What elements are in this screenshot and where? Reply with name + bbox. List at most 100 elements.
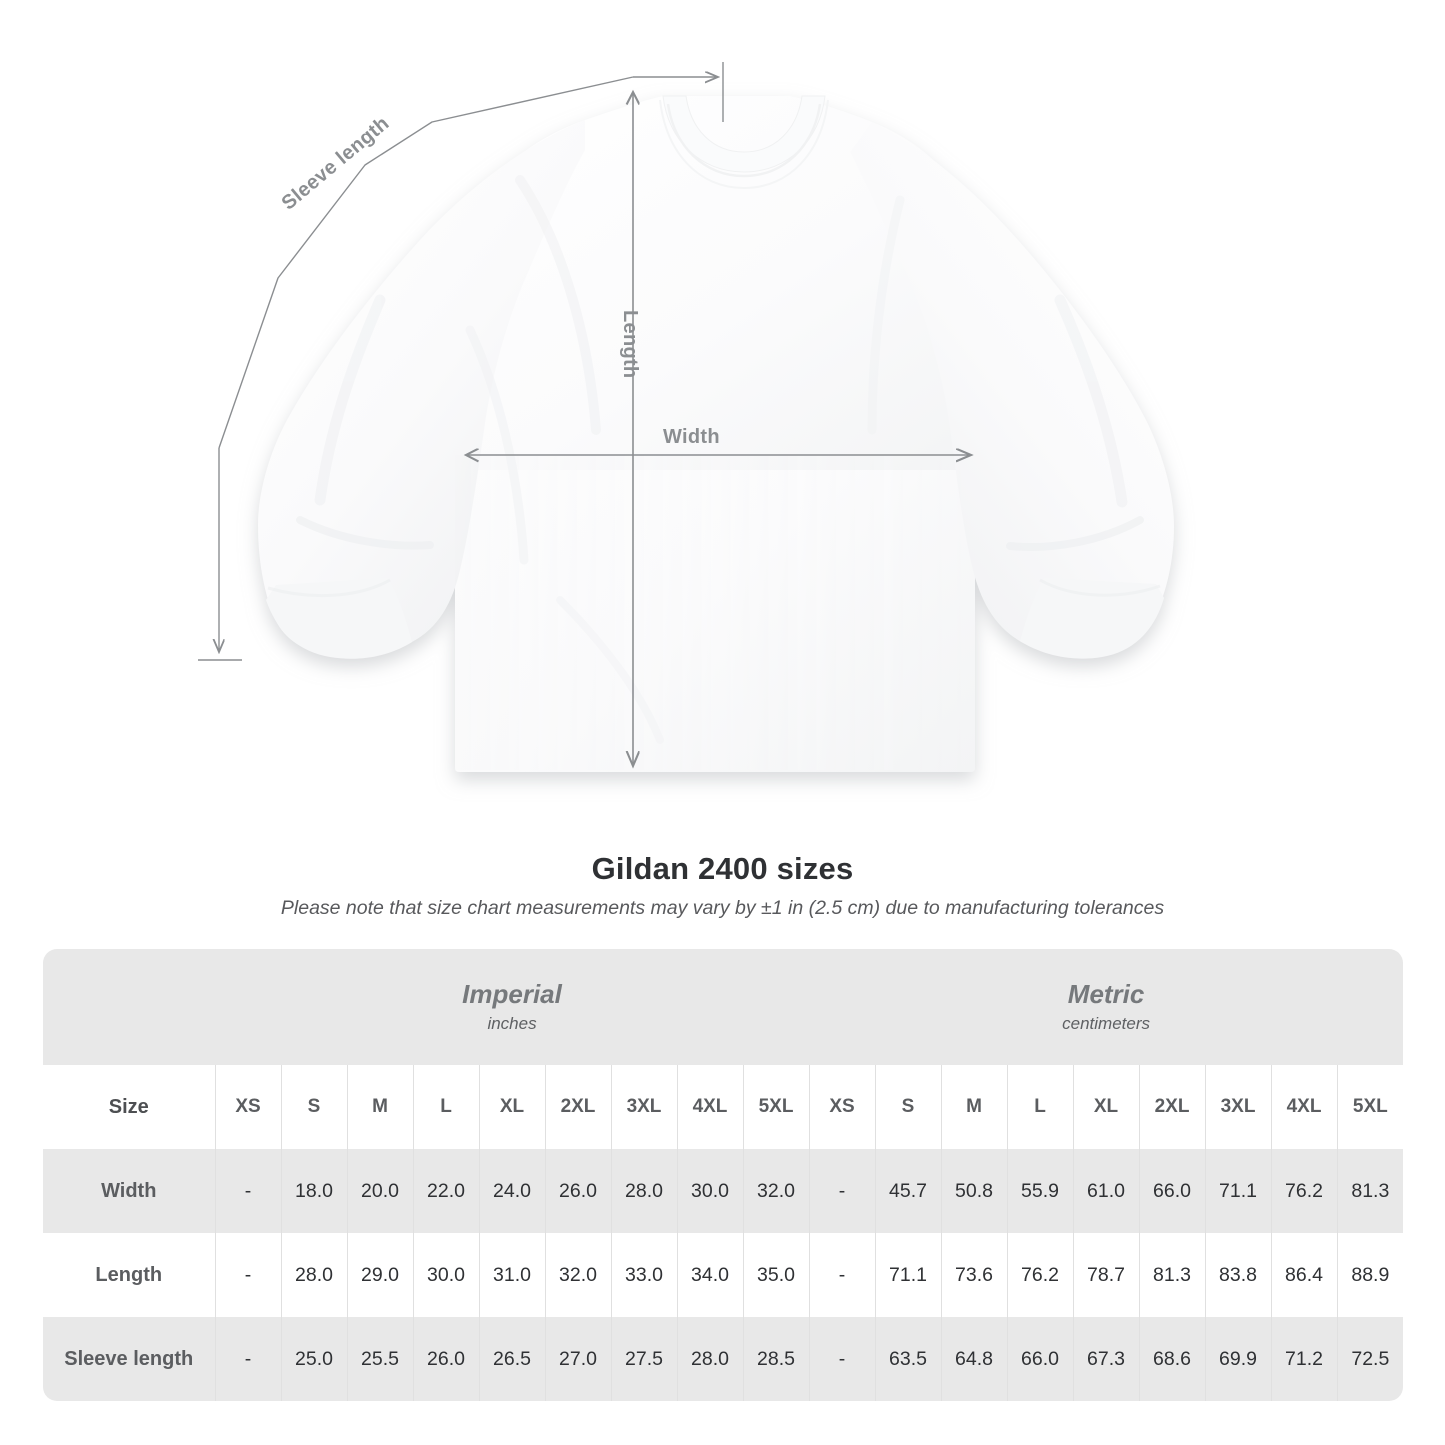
table-row: Width - 18.0 20.0 22.0 24.0 26.0 28.0 30… bbox=[43, 1149, 1404, 1233]
cell-width-metric-s: 45.7 bbox=[875, 1149, 942, 1233]
size-chart-table-container: Imperial inches Metric centimeters Size … bbox=[43, 949, 1404, 1401]
cell-width-imperial-l: 22.0 bbox=[413, 1149, 480, 1233]
row-label-width: Width bbox=[43, 1149, 216, 1233]
cell-sleeve-imperial-4xl: 28.0 bbox=[677, 1317, 744, 1401]
unit-group-imperial-sub: inches bbox=[487, 1013, 537, 1033]
size-header-metric-3xl: 3XL bbox=[1205, 1065, 1272, 1149]
fabric-folds bbox=[296, 175, 1144, 770]
cell-sleeve-metric-l: 66.0 bbox=[1007, 1317, 1074, 1401]
cell-length-imperial-xs: - bbox=[215, 1233, 282, 1317]
cell-width-metric-3xl: 71.1 bbox=[1205, 1149, 1272, 1233]
cell-width-metric-m: 50.8 bbox=[941, 1149, 1008, 1233]
shirt-illustration bbox=[198, 62, 1174, 772]
cell-sleeve-imperial-3xl: 27.5 bbox=[611, 1317, 678, 1401]
size-header-metric-s: S bbox=[875, 1065, 942, 1149]
cell-length-metric-l: 76.2 bbox=[1007, 1233, 1074, 1317]
cell-sleeve-metric-xs: - bbox=[809, 1317, 876, 1401]
cell-sleeve-imperial-2xl: 27.0 bbox=[545, 1317, 612, 1401]
cell-length-metric-3xl: 83.8 bbox=[1205, 1233, 1272, 1317]
cell-width-imperial-2xl: 26.0 bbox=[545, 1149, 612, 1233]
cell-sleeve-imperial-xs: - bbox=[215, 1317, 282, 1401]
row-label-sleeve-length: Sleeve length bbox=[43, 1317, 216, 1401]
size-header-metric-xl: XL bbox=[1073, 1065, 1140, 1149]
cell-sleeve-metric-5xl: 72.5 bbox=[1337, 1317, 1404, 1401]
unit-group-imperial: Imperial inches bbox=[215, 949, 810, 1065]
unit-group-metric-sub: centimeters bbox=[1062, 1013, 1151, 1033]
cell-sleeve-metric-xl: 67.3 bbox=[1073, 1317, 1140, 1401]
cell-width-metric-xs: - bbox=[809, 1149, 876, 1233]
garment-diagram: Sleeve length Length Width bbox=[198, 62, 1174, 772]
cell-width-imperial-4xl: 30.0 bbox=[677, 1149, 744, 1233]
size-header-imperial-xs: XS bbox=[215, 1065, 282, 1149]
cell-length-imperial-m: 29.0 bbox=[347, 1233, 414, 1317]
cell-width-imperial-5xl: 32.0 bbox=[743, 1149, 810, 1233]
cell-sleeve-metric-3xl: 69.9 bbox=[1205, 1317, 1272, 1401]
width-label: Width bbox=[663, 426, 720, 448]
cell-length-imperial-2xl: 32.0 bbox=[545, 1233, 612, 1317]
cell-sleeve-imperial-m: 25.5 bbox=[347, 1317, 414, 1401]
cell-width-metric-5xl: 81.3 bbox=[1337, 1149, 1404, 1233]
cell-width-imperial-3xl: 28.0 bbox=[611, 1149, 678, 1233]
cell-length-metric-xl: 78.7 bbox=[1073, 1233, 1140, 1317]
cell-width-imperial-m: 20.0 bbox=[347, 1149, 414, 1233]
size-header-imperial-5xl: 5XL bbox=[743, 1065, 810, 1149]
collar-detail bbox=[659, 95, 829, 190]
size-chart-table: Imperial inches Metric centimeters Size … bbox=[43, 949, 1404, 1401]
unit-spacer-cell bbox=[43, 949, 215, 1065]
length-label: Length bbox=[619, 310, 641, 379]
sleeve-length-dimension bbox=[198, 62, 724, 661]
cell-sleeve-metric-s: 63.5 bbox=[875, 1317, 942, 1401]
table-row: Length - 28.0 29.0 30.0 31.0 32.0 33.0 3… bbox=[43, 1233, 1404, 1317]
page-title: Gildan 2400 sizes bbox=[591, 851, 854, 886]
cell-length-metric-4xl: 86.4 bbox=[1271, 1233, 1338, 1317]
unit-group-imperial-name: Imperial bbox=[462, 979, 562, 1009]
cell-sleeve-metric-m: 64.8 bbox=[941, 1317, 1008, 1401]
cell-width-metric-l: 55.9 bbox=[1007, 1149, 1074, 1233]
cell-length-imperial-4xl: 34.0 bbox=[677, 1233, 744, 1317]
cell-length-imperial-3xl: 33.0 bbox=[611, 1233, 678, 1317]
size-header-imperial-3xl: 3XL bbox=[611, 1065, 678, 1149]
cell-length-metric-m: 73.6 bbox=[941, 1233, 1008, 1317]
cell-width-metric-4xl: 76.2 bbox=[1271, 1149, 1338, 1233]
page-subtitle: Please note that size chart measurements… bbox=[280, 897, 1165, 919]
cell-sleeve-imperial-xl: 26.5 bbox=[479, 1317, 546, 1401]
cell-width-imperial-xs: - bbox=[215, 1149, 282, 1233]
cell-width-imperial-s: 18.0 bbox=[281, 1149, 348, 1233]
cell-width-metric-2xl: 66.0 bbox=[1139, 1149, 1206, 1233]
cell-length-metric-5xl: 88.9 bbox=[1337, 1233, 1404, 1317]
cell-length-metric-xs: - bbox=[809, 1233, 876, 1317]
cell-length-imperial-s: 28.0 bbox=[281, 1233, 348, 1317]
cell-length-imperial-xl: 31.0 bbox=[479, 1233, 546, 1317]
size-header-metric-2xl: 2XL bbox=[1139, 1065, 1206, 1149]
size-header-imperial-2xl: 2XL bbox=[545, 1065, 612, 1149]
cell-sleeve-metric-2xl: 68.6 bbox=[1139, 1317, 1206, 1401]
size-header-imperial-l: L bbox=[413, 1065, 480, 1149]
size-header-metric-m: M bbox=[941, 1065, 1008, 1149]
size-header-metric-xs: XS bbox=[809, 1065, 876, 1149]
unit-group-metric-name: Metric bbox=[1067, 979, 1145, 1009]
cell-length-metric-s: 71.1 bbox=[875, 1233, 942, 1317]
size-header-imperial-m: M bbox=[347, 1065, 414, 1149]
cell-width-metric-xl: 61.0 bbox=[1073, 1149, 1140, 1233]
row-header-size-label: Size bbox=[43, 1065, 216, 1149]
size-header-imperial-xl: XL bbox=[479, 1065, 546, 1149]
row-label-length: Length bbox=[43, 1233, 216, 1317]
size-header-metric-4xl: 4XL bbox=[1271, 1065, 1338, 1149]
size-header-metric-5xl: 5XL bbox=[1337, 1065, 1404, 1149]
cell-length-imperial-l: 30.0 bbox=[413, 1233, 480, 1317]
cell-length-metric-2xl: 81.3 bbox=[1139, 1233, 1206, 1317]
cell-width-imperial-xl: 24.0 bbox=[479, 1149, 546, 1233]
unit-group-metric: Metric centimeters bbox=[809, 949, 1404, 1065]
cell-sleeve-imperial-5xl: 28.5 bbox=[743, 1317, 810, 1401]
cuff-seams bbox=[267, 578, 1161, 598]
size-header-row: Size XS S M L XL 2XL 3XL 4XL 5XL XS S M … bbox=[43, 1065, 1404, 1149]
size-header-metric-l: L bbox=[1007, 1065, 1074, 1149]
cell-length-imperial-5xl: 35.0 bbox=[743, 1233, 810, 1317]
cell-sleeve-imperial-s: 25.0 bbox=[281, 1317, 348, 1401]
table-row: Sleeve length - 25.0 25.5 26.0 26.5 27.0… bbox=[43, 1317, 1404, 1401]
cell-sleeve-metric-4xl: 71.2 bbox=[1271, 1317, 1338, 1401]
size-header-imperial-s: S bbox=[281, 1065, 348, 1149]
cell-sleeve-imperial-l: 26.0 bbox=[413, 1317, 480, 1401]
unit-group-row: Imperial inches Metric centimeters bbox=[43, 949, 1404, 1065]
size-header-imperial-4xl: 4XL bbox=[677, 1065, 744, 1149]
